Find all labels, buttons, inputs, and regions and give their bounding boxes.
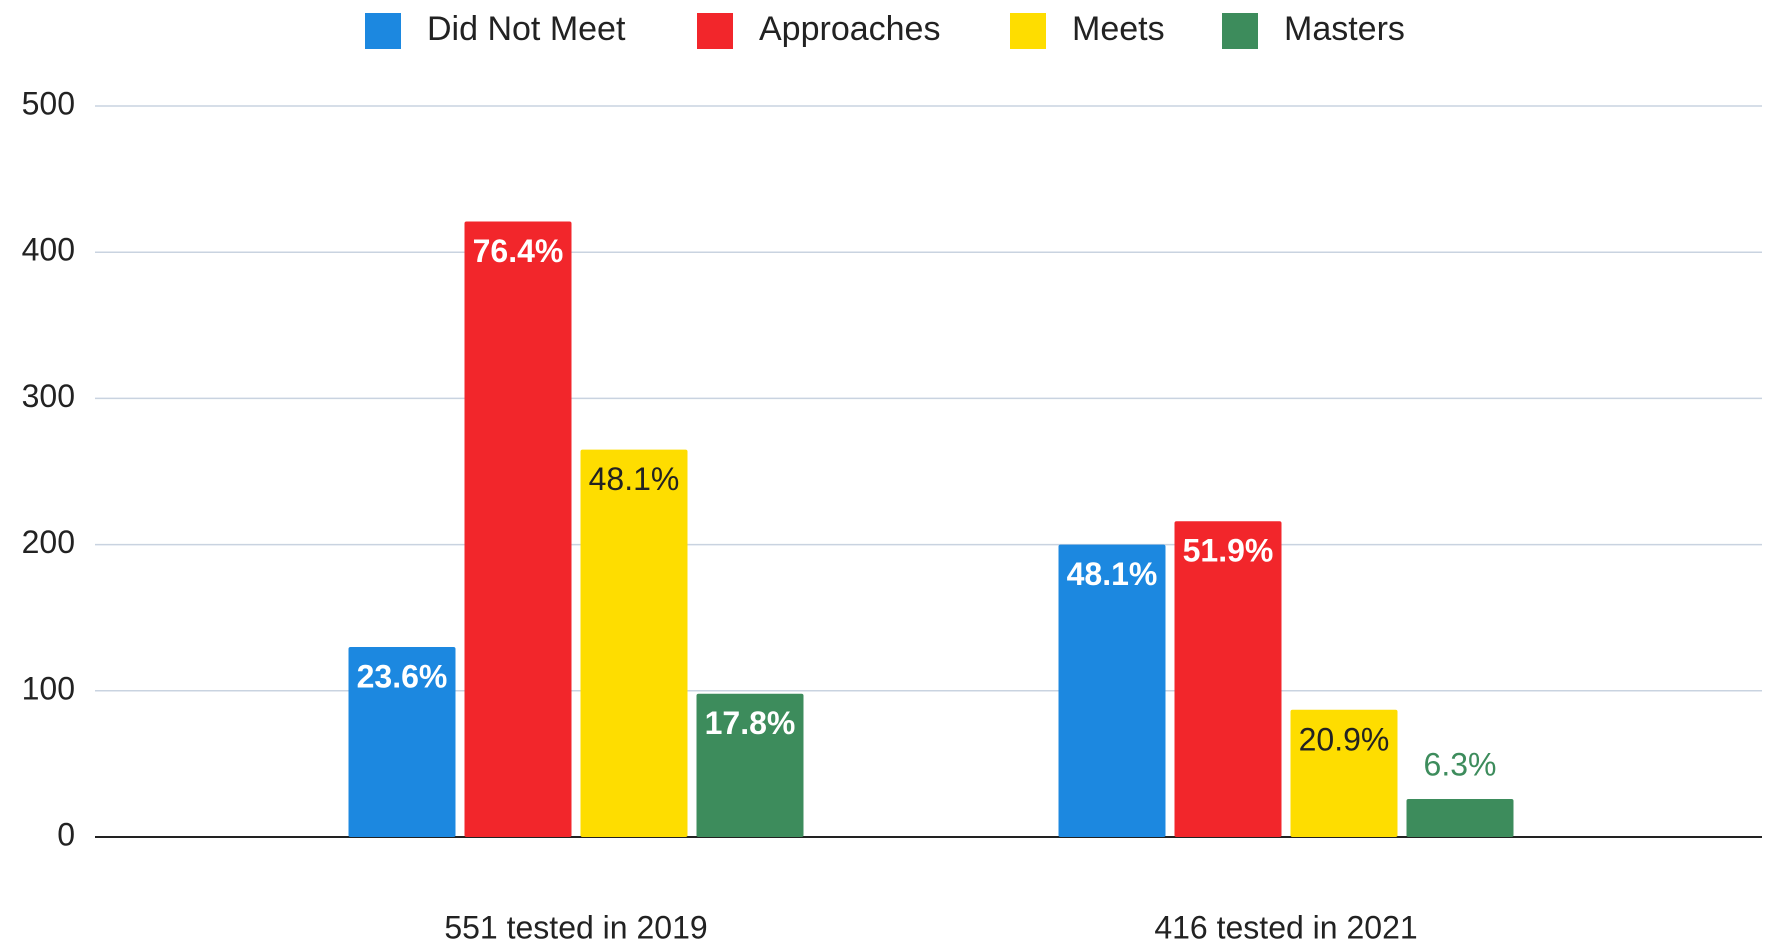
legend-label: Did Not Meet	[427, 10, 626, 48]
y-tick-label: 0	[57, 816, 75, 852]
data-label: 76.4%	[473, 233, 564, 269]
legend-swatch	[697, 13, 733, 49]
bar	[464, 221, 572, 838]
bar	[1174, 521, 1282, 837]
x-tick-label: 551 tested in 2019	[444, 909, 707, 945]
legend-swatch	[1010, 13, 1046, 49]
bar	[348, 646, 456, 837]
data-label: 20.9%	[1299, 721, 1390, 757]
bar	[1406, 798, 1514, 837]
bar	[580, 449, 688, 837]
data-label: 51.9%	[1183, 533, 1274, 569]
x-tick-label: 416 tested in 2021	[1154, 909, 1417, 945]
legend-swatch	[1222, 13, 1258, 49]
y-tick-label: 300	[22, 378, 75, 414]
data-label: 48.1%	[1067, 556, 1158, 592]
legend-label: Approaches	[759, 10, 940, 48]
y-tick-label: 200	[22, 524, 75, 560]
y-tick-label: 100	[22, 670, 75, 706]
bar	[696, 693, 804, 837]
legend-label: Meets	[1072, 10, 1165, 48]
data-label: 17.8%	[705, 705, 796, 741]
data-label: 48.1%	[589, 461, 680, 497]
bar	[1290, 709, 1398, 837]
y-tick-label: 500	[22, 85, 75, 121]
legend-swatch	[365, 13, 401, 49]
data-label: 6.3%	[1424, 746, 1497, 782]
data-label: 23.6%	[357, 658, 448, 694]
legend-label: Masters	[1284, 10, 1405, 48]
bar	[1058, 544, 1166, 837]
y-tick-label: 400	[22, 232, 75, 268]
